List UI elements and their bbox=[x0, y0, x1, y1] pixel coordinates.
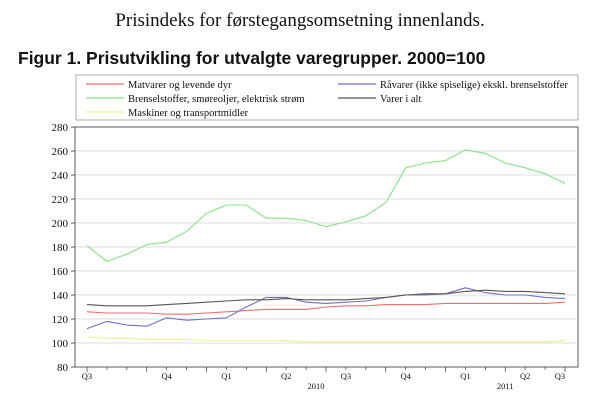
y-tick-label: 140 bbox=[52, 290, 69, 302]
series-line-3 bbox=[86, 336, 566, 343]
legend-label: Råvarer (ikke spiselige) ekskl. brensels… bbox=[380, 80, 568, 91]
series-line-5 bbox=[86, 289, 566, 307]
year-label: 2010 bbox=[308, 381, 325, 391]
x-axis: Q3 Q4 Q1 Q2 Q3 Q4 Q1 Q2 Q3 2010 2011 bbox=[82, 367, 566, 391]
x-tick-label: Q2 bbox=[281, 371, 291, 381]
series-line-4 bbox=[86, 287, 566, 330]
gridlines bbox=[75, 150, 578, 344]
y-tick-label: 160 bbox=[52, 266, 69, 278]
series-lines bbox=[86, 149, 566, 343]
legend-label: Matvarer og levende dyr bbox=[128, 80, 232, 91]
series-line-2 bbox=[86, 149, 566, 262]
year-label: 2011 bbox=[497, 381, 514, 391]
y-tick-label: 200 bbox=[52, 218, 69, 230]
legend-label: Varer i alt bbox=[380, 94, 421, 105]
x-tick-label: Q3 bbox=[82, 371, 92, 381]
x-tick-label: Q3 bbox=[341, 371, 351, 381]
x-tick-label: Q4 bbox=[400, 371, 411, 381]
x-tick-label: Q1 bbox=[221, 371, 231, 381]
page-heading: Prisindeks for førstegangsomsetning inne… bbox=[115, 10, 485, 31]
series-line-1 bbox=[86, 301, 566, 315]
x-tick-label: Q1 bbox=[460, 371, 470, 381]
legend: Matvarer og levende dyr Brenselstoffer, s… bbox=[86, 80, 568, 119]
y-tick-label: 280 bbox=[52, 122, 69, 134]
y-tick-label: 220 bbox=[52, 194, 69, 206]
y-tick-label: 120 bbox=[52, 314, 69, 326]
x-tick-label: Q4 bbox=[161, 371, 172, 381]
y-tick-label: 180 bbox=[52, 242, 69, 254]
legend-box bbox=[75, 74, 579, 121]
chart-title: Figur 1. Prisutvikling for utvalgte vare… bbox=[18, 48, 486, 68]
y-axis: 80 100 120 140 160 180 200 220 240 260 280 bbox=[52, 122, 75, 374]
legend-label: Brenselstoffer, smøreoljer, elektrisk st… bbox=[128, 94, 305, 105]
y-tick-label: 260 bbox=[52, 146, 69, 158]
y-tick-label: 240 bbox=[52, 170, 69, 182]
y-tick-label: 80 bbox=[57, 362, 69, 374]
x-tick-label: Q2 bbox=[520, 371, 530, 381]
x-tick-label: Q3 bbox=[555, 371, 565, 381]
y-tick-label: 100 bbox=[52, 338, 69, 350]
legend-label: Maskiner og transportmidler bbox=[128, 108, 249, 119]
